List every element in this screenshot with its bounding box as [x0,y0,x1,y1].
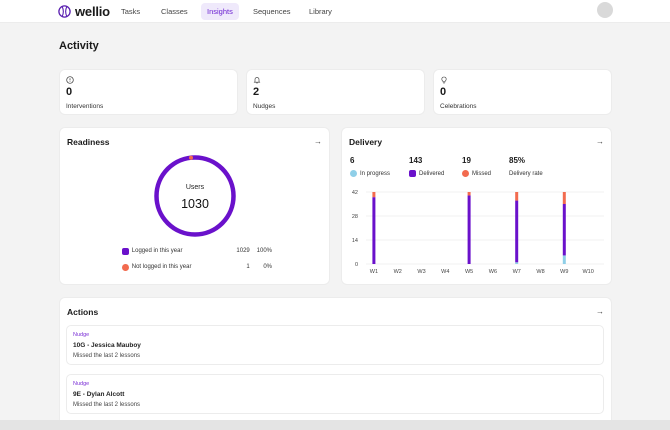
donut-center-label: Users [186,184,205,191]
lightbulb-icon [441,76,447,84]
page-title: Activity [59,40,99,52]
action-type: Nudge [73,381,90,387]
delivery-card: Delivery → 6 143 19 85% In progress Deli… [341,127,612,285]
readiness-donut: Users 1030 [154,155,236,237]
arrow-right-icon[interactable]: → [596,307,604,316]
legend-label: Not logged in this year [131,264,192,270]
legend-label: Missed [472,170,492,177]
delivery-legend-in-progress: In progress [350,169,390,178]
action-item[interactable]: Nudge 10G - Jessica Mauboy Missed the la… [66,325,604,365]
nav-library[interactable]: Library [309,7,332,16]
legend-label: In progress [360,170,391,177]
action-title: 9E - Dylan Alcott [73,391,125,398]
legend-swatch [350,170,357,177]
bar-segment-in-progress-w9 [562,255,566,264]
avatar[interactable] [597,2,613,18]
bar-segment-missed-w5 [467,192,471,196]
x-tick-label: W8 [536,269,544,275]
arrow-right-icon[interactable]: → [596,137,604,146]
legend-swatch [462,170,469,177]
legend-label: Delivery rate [509,170,543,177]
y-tick-label: 28 [352,214,358,220]
legend-swatch [122,263,129,271]
action-item[interactable]: Nudge 9E - Dylan Alcott Missed the last … [66,374,604,414]
bar-segment-delivered-w7 [515,200,519,263]
legend-not-logged-in: Not logged in this year 1 0% [122,262,272,272]
y-tick-label: 0 [355,262,358,268]
stat-label: Interventions [66,103,104,110]
bar-segment-missed-w7 [515,192,519,201]
stat-label: Celebrations [440,103,477,110]
bar-segment-delivered-w1 [372,197,376,264]
delivery-legend-rate: Delivery rate [509,169,543,178]
nav-insights[interactable]: Insights [201,3,239,20]
legend-swatch [409,170,416,177]
x-tick-label: W6 [489,269,497,275]
delivery-title: Delivery [349,137,383,147]
action-type: Nudge [73,332,90,338]
bar-segment-missed-w1 [372,192,376,198]
top-navigation: wellio Tasks Classes Insights Sequences … [0,0,670,23]
action-subtitle: Missed the last 2 lessons [73,353,141,359]
x-tick-label: W10 [582,269,593,275]
nav-classes[interactable]: Classes [161,7,188,16]
stat-value: 0 [440,86,447,98]
action-subtitle: Missed the last 2 lessons [73,402,141,408]
arrow-right-icon[interactable]: → [314,137,322,146]
nav-sequences[interactable]: Sequences [253,7,291,16]
bar-segment-delivered-w5 [467,195,471,264]
x-tick-label: W7 [513,269,521,275]
donut-logged-in-ring [154,155,236,237]
legend-label: Logged in this year [131,248,183,254]
x-tick-label: W2 [394,269,402,275]
delivery-legend-missed: Missed [462,169,491,178]
delivery-legend-delivered: Delivered [409,169,444,178]
legend-count: 1 [246,264,250,270]
logo[interactable]: wellio [58,2,110,20]
y-tick-label: 42 [352,190,358,196]
legend-count: 1029 [236,248,250,254]
bell-icon [253,77,261,84]
logo-text: wellio [75,3,110,19]
stat-card-nudges[interactable]: 2 Nudges [246,69,425,115]
delivery-stat-rate: 85% [509,156,526,165]
readiness-card: Readiness → Users 1030 Logged in this ye… [59,127,330,285]
nav-tasks[interactable]: Tasks [121,7,141,16]
actions-title: Actions [67,307,99,317]
action-title: 10G - Jessica Mauboy [73,342,141,349]
wellio-logo-icon [58,4,71,18]
donut-center-value: 1030 [181,197,209,211]
stat-value: 2 [253,86,260,98]
delivery-chart: 0 14 28 42 W1 W2 W3 W4 W5 W6 W7 W8 W9 W10 [352,190,604,275]
x-tick-label: W4 [441,269,449,275]
legend-logged-in: Logged in this year 1029 100% [122,246,272,256]
x-tick-label: W5 [465,269,473,275]
bar-segment-in-progress-w7 [515,262,519,264]
actions-card: Actions → Nudge 10G - Jessica Mauboy Mis… [59,297,612,427]
donut-not-logged-in-marker [189,155,193,160]
bar-segment-missed-w9 [562,192,566,204]
stat-value: 0 [66,86,73,98]
legend-label: Delivered [419,170,445,177]
x-tick-label: W1 [370,269,378,275]
delivery-stat-delivered: 143 [409,156,423,165]
delivery-stat-missed: 19 [462,156,471,165]
y-tick-label: 14 [352,238,358,244]
x-tick-label: W3 [417,269,425,275]
alert-circle-icon [66,76,74,84]
x-tick-label: W9 [560,269,568,275]
stat-label: Nudges [253,103,276,110]
delivery-stat-in-progress: 6 [350,156,355,165]
readiness-title: Readiness [67,137,110,147]
bar-segment-delivered-w9 [562,204,566,256]
legend-percent: 100% [256,248,272,254]
bottom-edge [0,420,670,430]
stat-card-celebrations[interactable]: 0 Celebrations [433,69,612,115]
stat-card-interventions[interactable]: 0 Interventions [59,69,238,115]
legend-percent: 0% [263,264,272,270]
legend-swatch [122,247,129,255]
